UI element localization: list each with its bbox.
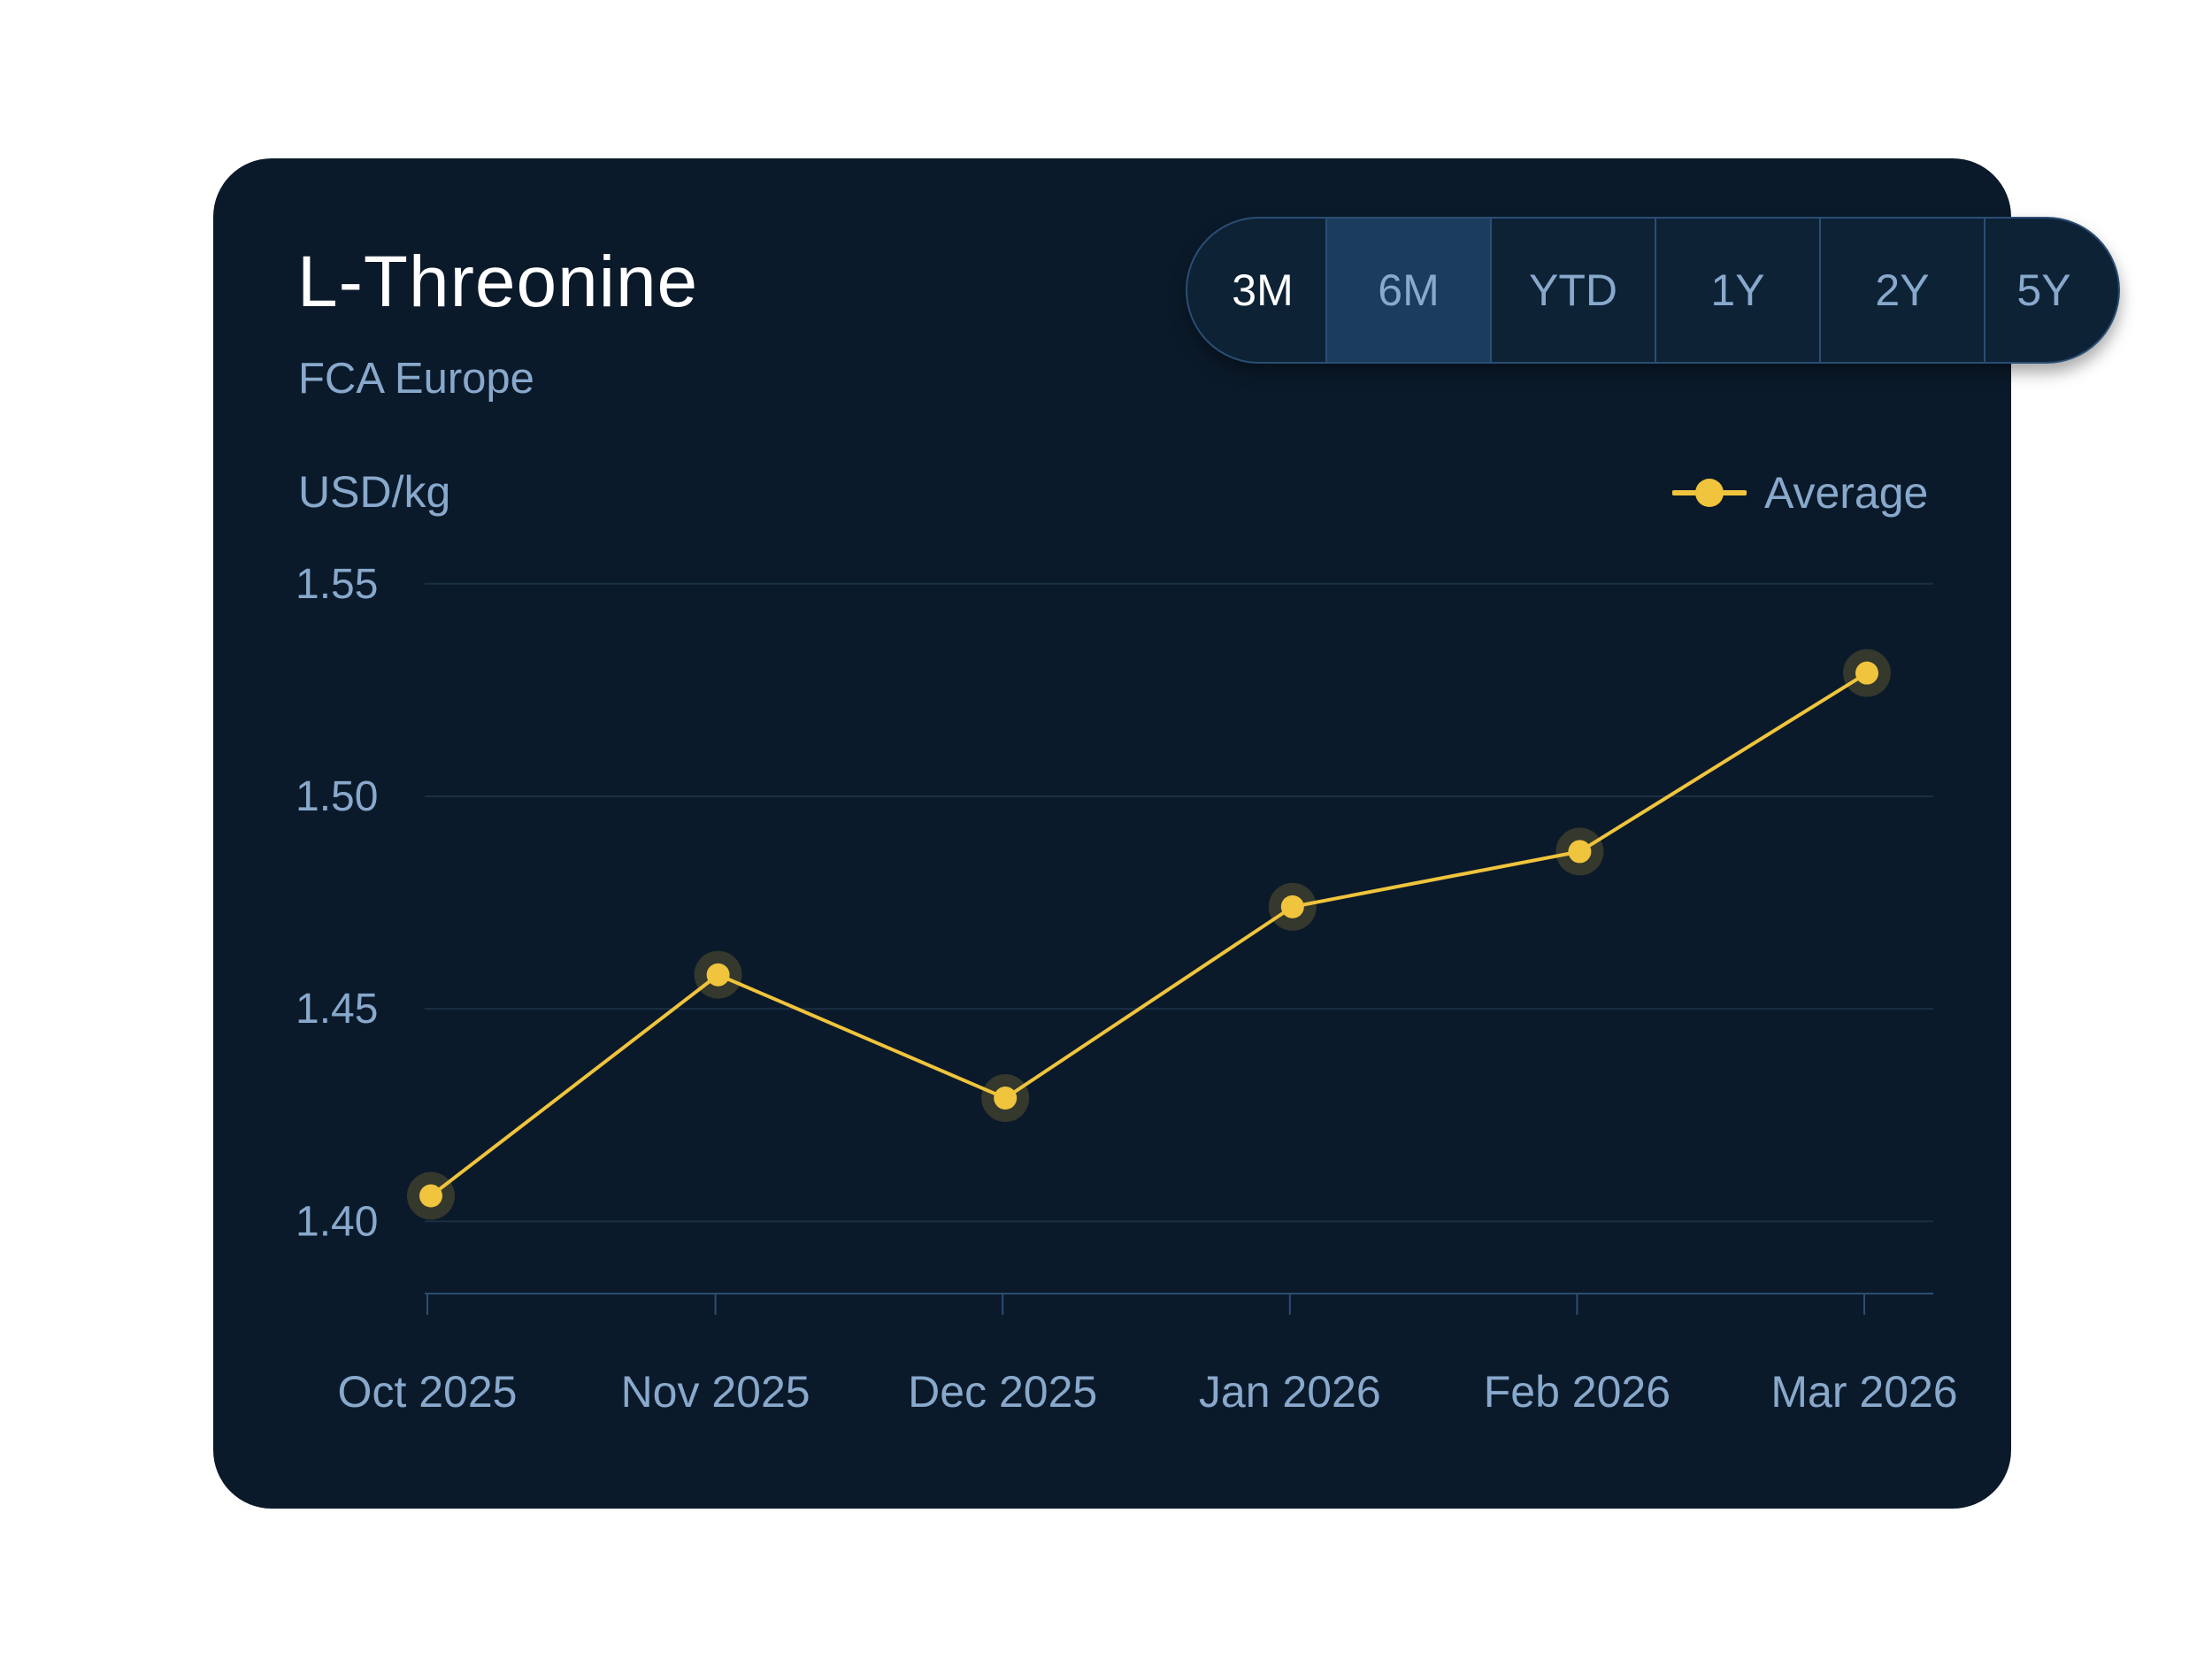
- range-option-ytd[interactable]: YTD: [1490, 219, 1655, 362]
- chart-card: [213, 158, 2011, 1509]
- range-option-5y[interactable]: 5Y: [1984, 219, 2118, 362]
- series-line-average: [429, 671, 1869, 1198]
- range-option-2y[interactable]: 2Y: [1819, 219, 1984, 362]
- y-axis-unit-label: USD/kg: [298, 467, 451, 517]
- data-point[interactable]: [1568, 840, 1592, 864]
- data-point[interactable]: [419, 1184, 442, 1208]
- x-tick-label: Nov 2025: [621, 1367, 810, 1417]
- chart-legend[interactable]: Average: [1672, 467, 1928, 518]
- x-tick-label: Mar 2026: [1770, 1367, 1957, 1417]
- range-option-6m[interactable]: 6M: [1325, 219, 1490, 362]
- data-point[interactable]: [994, 1087, 1018, 1110]
- chart-title: L-Threonine: [297, 242, 699, 322]
- data-point[interactable]: [706, 963, 730, 987]
- range-option-3m[interactable]: 3M: [1232, 265, 1294, 315]
- chart-subtitle: FCA Europe: [298, 355, 534, 403]
- time-range-selector: 3M 6M YTD 1Y 2Y 5Y: [1186, 217, 2120, 364]
- legend-line-marker-icon: [1672, 479, 1747, 507]
- y-tick-label: 1.40: [296, 1198, 378, 1245]
- y-tick-label: 1.50: [296, 773, 378, 820]
- y-tick-label: 1.45: [296, 986, 378, 1033]
- x-tick-label: Jan 2026: [1199, 1367, 1381, 1417]
- data-point[interactable]: [1280, 895, 1304, 918]
- x-tick-label: Dec 2025: [908, 1367, 1097, 1417]
- x-tick-label: Feb 2026: [1484, 1367, 1671, 1417]
- data-point[interactable]: [1855, 661, 1878, 685]
- range-option-1y[interactable]: 1Y: [1655, 219, 1819, 362]
- legend-label-average: Average: [1764, 468, 1929, 518]
- y-tick-label: 1.55: [296, 561, 378, 608]
- x-tick-label: Oct 2025: [338, 1367, 518, 1417]
